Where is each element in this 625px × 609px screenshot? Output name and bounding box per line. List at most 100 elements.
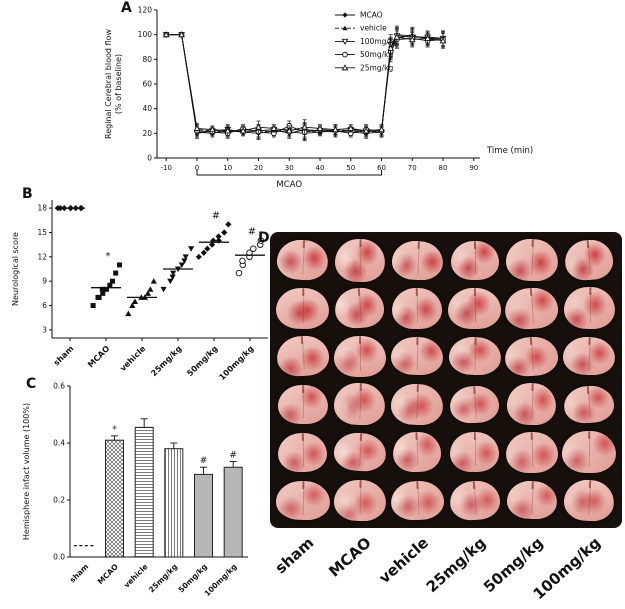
svg-text:10: 10 bbox=[223, 164, 232, 172]
brain-slice bbox=[503, 380, 560, 428]
svg-text:sham: sham bbox=[68, 562, 91, 585]
svg-text:#: # bbox=[248, 227, 256, 238]
svg-text:vehicle: vehicle bbox=[118, 344, 147, 373]
svg-text:15: 15 bbox=[37, 228, 47, 237]
brain-slice bbox=[503, 284, 560, 332]
svg-text:50: 50 bbox=[346, 164, 355, 172]
brain-slice bbox=[503, 236, 560, 284]
svg-text:#: # bbox=[229, 451, 237, 461]
svg-text:0: 0 bbox=[195, 164, 199, 172]
svg-text:12: 12 bbox=[37, 252, 47, 261]
svg-text:90: 90 bbox=[469, 164, 478, 172]
svg-text:Neurological score: Neurological score bbox=[11, 232, 20, 306]
panel-c-bar-chart: 0.0 0.2 0.4 0.6 sham * MCAO vehicle 25mg/kg #50mg… bbox=[14, 372, 256, 609]
brain-slice bbox=[274, 380, 331, 428]
svg-text:50mg/kg: 50mg/kg bbox=[360, 50, 393, 59]
brain-slice bbox=[274, 476, 331, 524]
svg-text:vehicle: vehicle bbox=[360, 24, 387, 33]
brain-slice bbox=[274, 428, 331, 476]
brain-slice bbox=[389, 476, 446, 524]
svg-text:#: # bbox=[200, 456, 208, 466]
svg-text:120: 120 bbox=[138, 6, 153, 15]
panel-c: C 0.0 0.2 0.4 0.6 sham * MCAO vehicle 25mg/kg #50… bbox=[14, 372, 256, 609]
brain-slice bbox=[331, 476, 388, 524]
brain-slice bbox=[561, 236, 618, 284]
svg-text:18: 18 bbox=[37, 204, 47, 213]
svg-text:MCAO: MCAO bbox=[325, 534, 374, 581]
svg-text:MCAO: MCAO bbox=[96, 562, 120, 586]
svg-text:100mg/kg: 100mg/kg bbox=[203, 562, 239, 598]
panel-b-label: B bbox=[22, 186, 33, 202]
brain-slice bbox=[331, 284, 388, 332]
svg-text:Hemisphere infact volume (100%: Hemisphere infact volume (100%) bbox=[22, 403, 31, 540]
svg-text:(% of baseline): (% of baseline) bbox=[114, 54, 123, 114]
brain-slice bbox=[503, 428, 560, 476]
brain-slice bbox=[389, 428, 446, 476]
brain-slice bbox=[274, 236, 331, 284]
svg-text:vehicle: vehicle bbox=[375, 534, 432, 588]
svg-text:MCAO: MCAO bbox=[86, 344, 111, 369]
brain-slice bbox=[446, 428, 503, 476]
brain-slice bbox=[331, 236, 388, 284]
brain-slice bbox=[446, 380, 503, 428]
brain-slice bbox=[561, 284, 618, 332]
svg-text:Time (min): Time (min) bbox=[486, 146, 533, 156]
brain-slice bbox=[331, 332, 388, 380]
brain-slice bbox=[561, 332, 618, 380]
brain-slice bbox=[331, 428, 388, 476]
svg-text:0.4: 0.4 bbox=[53, 439, 65, 448]
brain-slice bbox=[446, 332, 503, 380]
svg-text:sham: sham bbox=[272, 534, 318, 578]
svg-text:80: 80 bbox=[142, 55, 152, 64]
brain-slice bbox=[503, 332, 560, 380]
svg-text:0.0: 0.0 bbox=[53, 553, 65, 562]
brain-slice bbox=[446, 476, 503, 524]
svg-text:25mg/kg: 25mg/kg bbox=[423, 534, 490, 597]
svg-text:80: 80 bbox=[439, 164, 448, 172]
panel-a: A 0 20 40 60 80 100 120 -10 0 10 20 30 40 50 60 70 80 90 R… bbox=[95, 0, 555, 202]
brain-slice bbox=[389, 236, 446, 284]
svg-text:0.6: 0.6 bbox=[53, 382, 65, 391]
panel-b-scatter-chart: 3 6 9 12 15 18 sham * MCAO vehicle 25mg/kg #50mg/kg… bbox=[6, 186, 276, 392]
svg-text:-10: -10 bbox=[161, 164, 172, 172]
svg-text:0: 0 bbox=[147, 154, 152, 163]
panel-a-label: A bbox=[121, 0, 132, 16]
svg-text:20: 20 bbox=[142, 129, 152, 138]
brain-slice bbox=[446, 284, 503, 332]
svg-text:sham: sham bbox=[52, 344, 75, 367]
panel-b: B 3 6 9 12 15 18 sham * MCAO vehicle 25mg/kg #50mg/… bbox=[6, 186, 276, 392]
brain-slice bbox=[389, 332, 446, 380]
panel-c-label: C bbox=[26, 376, 37, 392]
brain-slice bbox=[274, 332, 331, 380]
panel-d-label: D bbox=[258, 230, 270, 246]
brain-slice bbox=[561, 428, 618, 476]
svg-text:60: 60 bbox=[142, 80, 152, 89]
svg-text:vehicle: vehicle bbox=[122, 562, 150, 590]
svg-text:100: 100 bbox=[138, 30, 153, 39]
brain-slice bbox=[389, 284, 446, 332]
brain-sections-image bbox=[270, 232, 622, 528]
svg-text:Reginal Cerebral blood flow: Reginal Cerebral blood flow bbox=[104, 29, 113, 139]
svg-text:0.2: 0.2 bbox=[53, 496, 65, 505]
svg-text:40: 40 bbox=[316, 164, 325, 172]
svg-text:30: 30 bbox=[285, 164, 294, 172]
svg-text:*: * bbox=[106, 251, 111, 262]
svg-text:*: * bbox=[112, 425, 117, 435]
svg-text:MCAO: MCAO bbox=[360, 11, 383, 20]
brain-slice bbox=[561, 380, 618, 428]
brain-slice bbox=[503, 476, 560, 524]
svg-text:70: 70 bbox=[408, 164, 417, 172]
svg-text:40: 40 bbox=[142, 104, 152, 113]
svg-text:20: 20 bbox=[254, 164, 263, 172]
svg-text:25mg/kg: 25mg/kg bbox=[360, 63, 393, 72]
brain-slice bbox=[561, 476, 618, 524]
svg-text:6: 6 bbox=[42, 301, 47, 310]
panel-d: D sham MCAO vehicle 25mg/kg 50mg/kg 100mg/kg bbox=[256, 228, 625, 609]
brain-slice bbox=[446, 236, 503, 284]
svg-text:9: 9 bbox=[42, 277, 47, 286]
brain-slice bbox=[331, 380, 388, 428]
panel-a-line-chart: 0 20 40 60 80 100 120 -10 0 10 20 30 40 50 60 70 80 90 Reg… bbox=[95, 0, 555, 202]
svg-text:MCAO: MCAO bbox=[276, 180, 302, 190]
